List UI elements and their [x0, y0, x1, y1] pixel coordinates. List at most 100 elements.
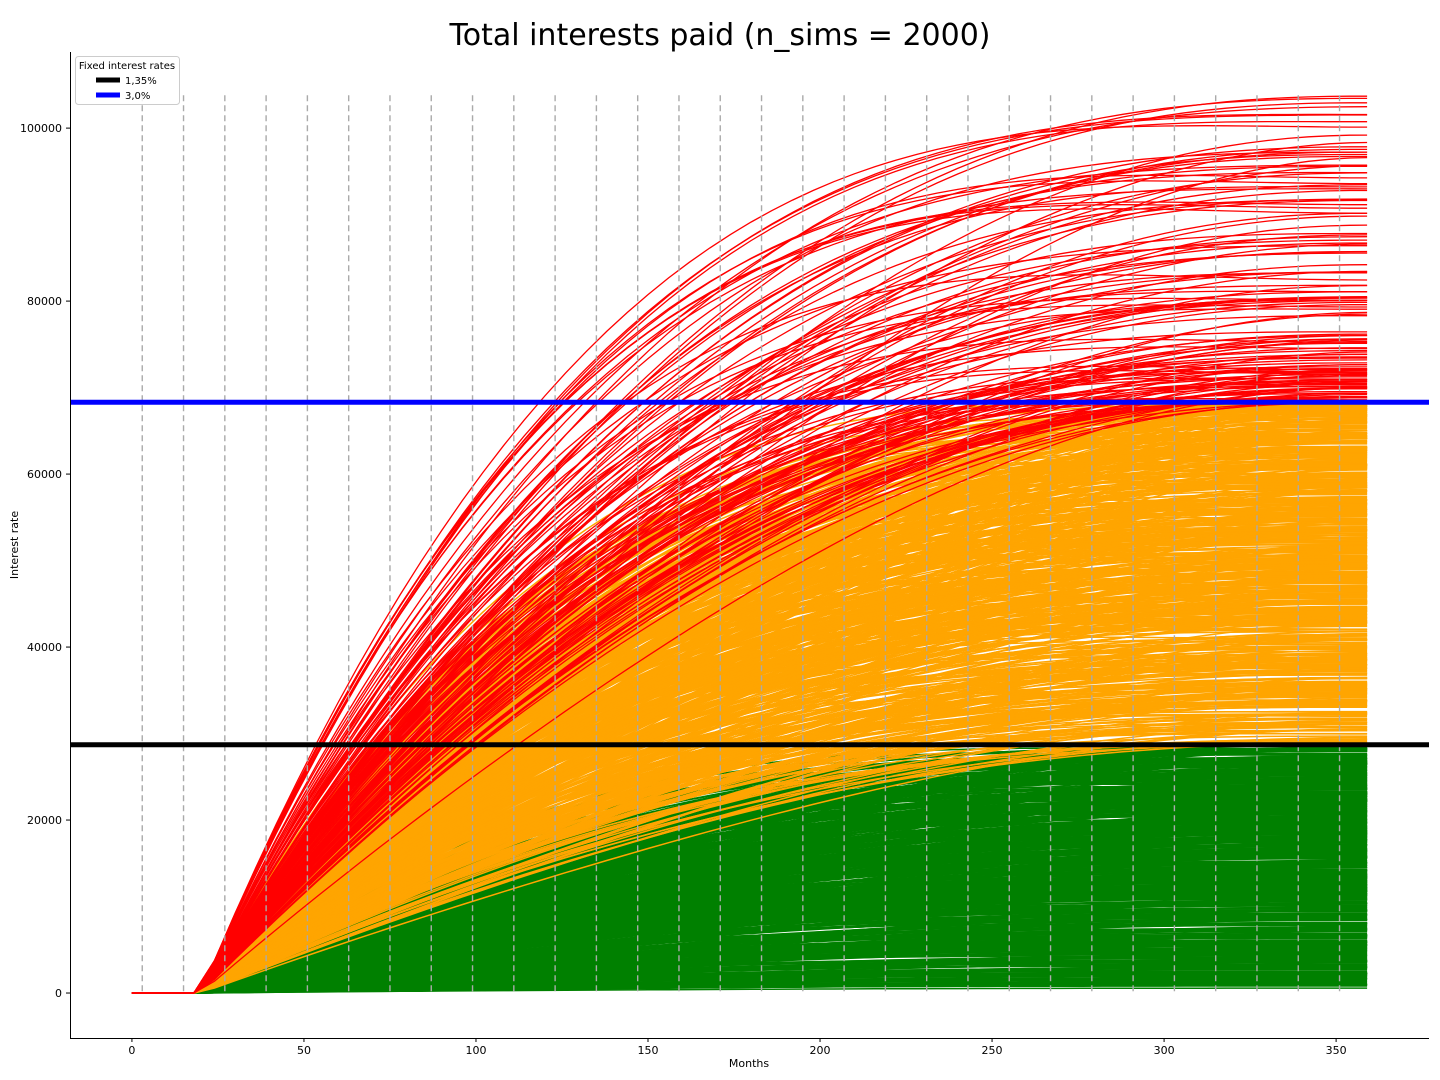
x-tick-label: 200: [810, 1044, 831, 1057]
simulation-path: [131, 735, 1368, 994]
simulation-path: [131, 271, 1368, 994]
simulation-path: [131, 334, 1368, 994]
simulation-path: [131, 909, 1368, 994]
simulation-path: [131, 368, 1368, 994]
simulation-path: [131, 380, 1368, 994]
simulation-path: [131, 914, 1368, 994]
simulation-path: [131, 567, 1368, 994]
x-tick-label: 250: [982, 1044, 1003, 1057]
simulation-path: [131, 383, 1368, 994]
simulation-path: [131, 212, 1368, 994]
simulation-path: [131, 519, 1368, 994]
simulation-path: [131, 95, 1368, 994]
x-tick-label: 150: [638, 1044, 659, 1057]
simulation-path: [131, 747, 1368, 994]
x-tick-label: 100: [465, 1044, 486, 1057]
y-axis-label: Interest rate: [8, 511, 21, 579]
y-tick-label: 60000: [27, 468, 62, 481]
simulation-path: [131, 125, 1368, 994]
simulation-path: [131, 377, 1368, 994]
fixed-rate-lines: [70, 399, 1429, 748]
simulation-path: [131, 718, 1368, 994]
legend-title: Fixed interest rates: [79, 61, 175, 72]
simulation-path: [131, 699, 1368, 994]
simulation-path: [131, 311, 1368, 994]
simulation-path: [131, 878, 1368, 994]
simulation-path: [131, 374, 1368, 994]
simulation-path: [131, 392, 1368, 994]
simulation-path: [131, 658, 1368, 994]
simulation-path: [131, 663, 1368, 994]
plot-area: [131, 95, 1368, 994]
chart-title: Total interests paid (n_sims = 2000): [449, 18, 991, 53]
x-tick-label: 0: [128, 1044, 135, 1057]
simulation-path: [131, 171, 1368, 994]
simulation-path: [131, 832, 1368, 994]
simulation-path: [131, 134, 1368, 994]
simulation-path: [131, 120, 1368, 994]
simulation-path: [131, 297, 1368, 994]
simulation-path: [131, 113, 1368, 994]
simulation-path: [131, 232, 1368, 994]
simulation-path: [131, 922, 1368, 994]
simulation-path: [131, 208, 1368, 994]
simulation-path: [131, 592, 1368, 994]
x-tick-label: 50: [297, 1044, 311, 1057]
y-tick-label: 80000: [27, 295, 62, 308]
simulation-path: [131, 151, 1368, 994]
simulation-path: [131, 184, 1368, 994]
simulation-path: [131, 972, 1368, 994]
simulation-path: [131, 299, 1368, 994]
simulation-path: [131, 928, 1368, 994]
simulation-path: [131, 347, 1368, 994]
simulation-path: [131, 284, 1368, 994]
simulation-path: [131, 271, 1368, 994]
simulation-group-3: [131, 95, 1368, 994]
simulation-path: [131, 156, 1368, 994]
simulation-path: [131, 983, 1368, 994]
simulation-path: [131, 628, 1368, 994]
simulation-path: [131, 553, 1368, 994]
simulation-path: [131, 862, 1368, 994]
simulation-path: [131, 881, 1368, 994]
x-tick-label: 350: [1326, 1044, 1347, 1057]
simulation-path: [131, 682, 1368, 994]
simulation-path: [131, 728, 1368, 994]
simulation-path: [131, 411, 1368, 994]
simulation-path: [131, 723, 1368, 994]
simulation-path: [131, 151, 1368, 994]
simulation-path: [131, 368, 1368, 994]
simulation-path: [131, 728, 1368, 994]
simulation-path: [131, 955, 1368, 994]
simulation-path: [131, 393, 1368, 994]
y-tick-label: 100000: [20, 122, 62, 135]
y-tick-label: 40000: [27, 641, 62, 654]
simulation-path: [131, 338, 1368, 994]
simulation-path: [131, 457, 1368, 994]
x-axis-label: Months: [729, 1057, 769, 1070]
simulation-path: [131, 980, 1368, 994]
simulation-path: [131, 651, 1368, 994]
simulation-path: [131, 712, 1368, 994]
simulation-path: [131, 816, 1368, 994]
simulation-path: [131, 189, 1368, 994]
simulation-path: [131, 357, 1368, 994]
simulation-path: [131, 590, 1368, 994]
simulation-path: [131, 313, 1368, 994]
simulation-path: [131, 548, 1368, 994]
simulation-path: [131, 695, 1368, 994]
simulation-path: [131, 342, 1368, 994]
legend: Fixed interest rates 1,35% 3,0%: [75, 56, 180, 105]
simulation-path: [131, 576, 1368, 994]
simulation-path: [131, 386, 1368, 994]
simulation-path: [131, 839, 1368, 994]
simulation-path: [131, 847, 1368, 994]
axes: [70, 52, 1429, 1039]
x-tick-label: 300: [1154, 1044, 1175, 1057]
y-ticks: 0 20000 40000 60000 80000 100000: [20, 122, 70, 1000]
x-ticks: 0 50 100 150 200 250 300 350: [128, 1038, 1347, 1057]
simulation-path: [131, 274, 1368, 994]
simulation-path: [131, 965, 1368, 994]
simulation-path: [131, 686, 1368, 994]
